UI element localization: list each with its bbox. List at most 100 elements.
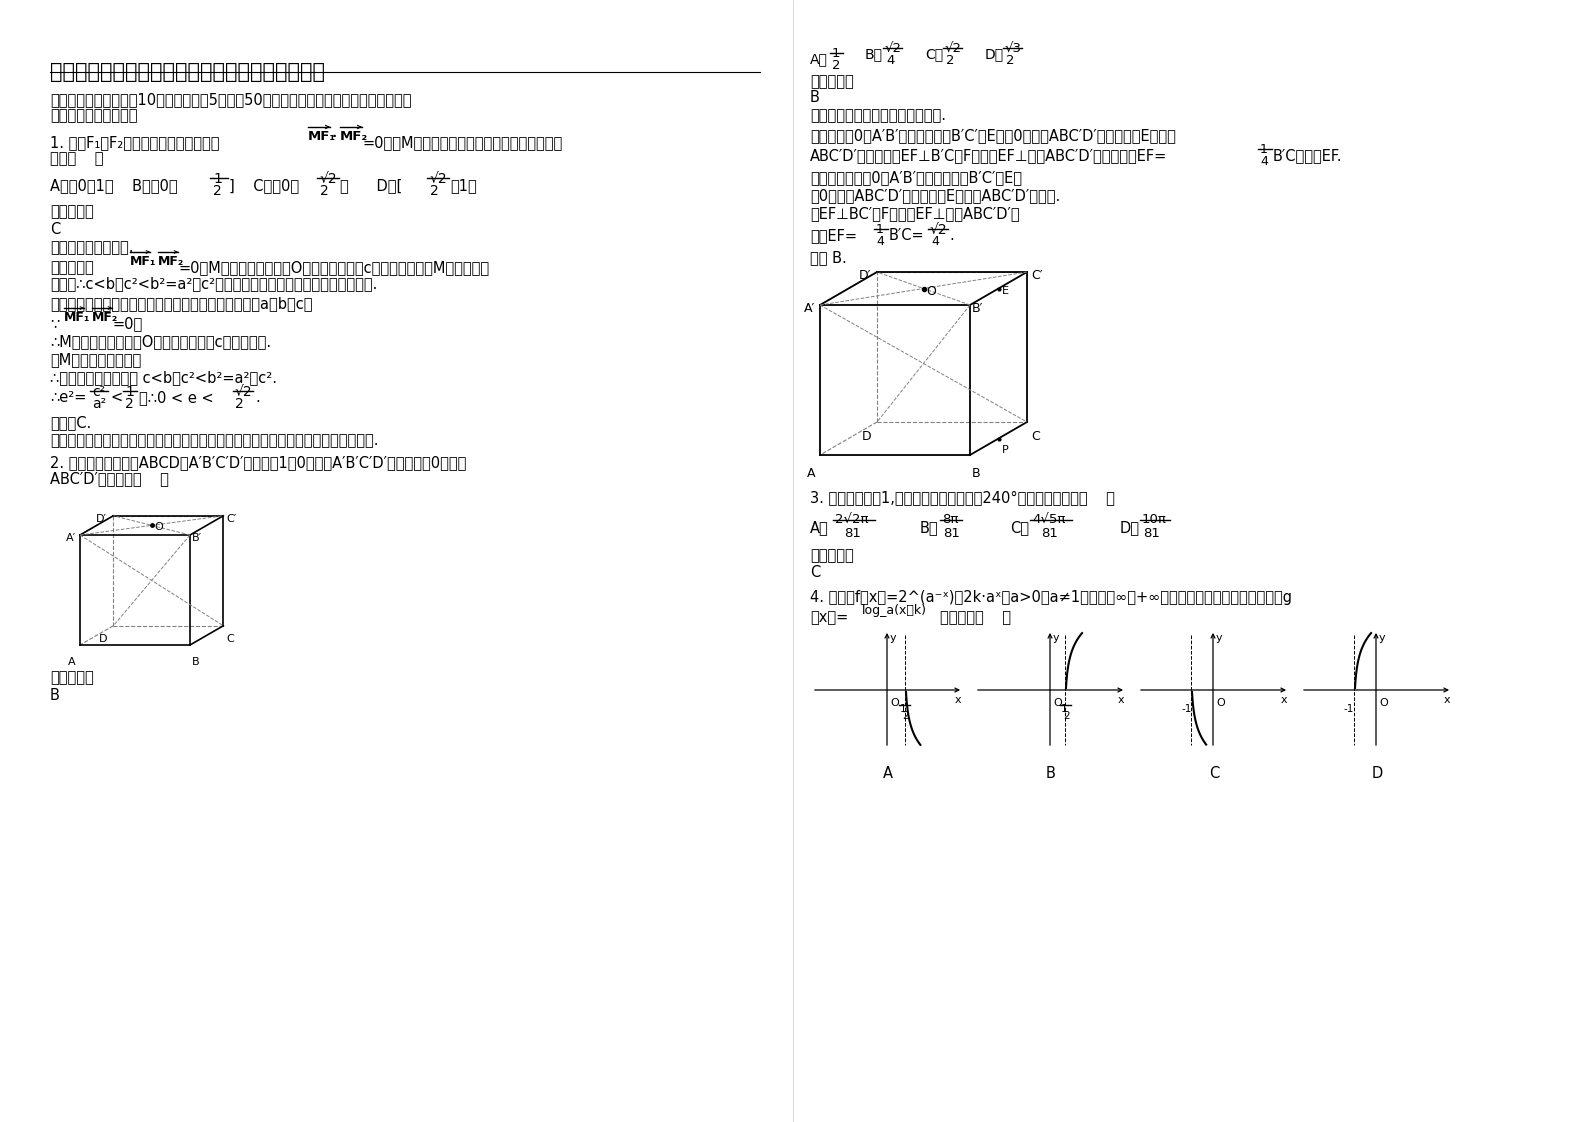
Text: MF₁: MF₁ — [63, 311, 90, 324]
Text: C: C — [1209, 766, 1219, 781]
Text: ·: · — [151, 255, 156, 268]
Text: =0，: =0， — [113, 316, 143, 331]
Text: D: D — [1373, 766, 1384, 781]
Text: 的图像是（    ）: 的图像是（ ） — [940, 610, 1011, 625]
Text: ∴e²=: ∴e²= — [51, 390, 86, 405]
Text: D′: D′ — [97, 514, 108, 524]
Text: 内部，∴c<b，c²<b²=a²－c²。由此能够推导出椭圆离心率的取值范围.: 内部，∴c<b，c²<b²=a²－c²。由此能够推导出椭圆离心率的取值范围. — [51, 276, 378, 291]
Text: B′C=: B′C= — [889, 228, 925, 243]
Text: 参考答案：: 参考答案： — [51, 670, 94, 686]
Text: 1: 1 — [876, 223, 884, 236]
Text: ABC′D′的距离是（    ）: ABC′D′的距离是（ ） — [51, 471, 168, 486]
Text: C: C — [809, 565, 820, 580]
Text: 1: 1 — [900, 703, 906, 714]
Text: MF₂: MF₂ — [159, 255, 184, 268]
Text: MF₁: MF₁ — [130, 255, 157, 268]
Text: C: C — [227, 634, 235, 644]
Text: 参考答案：: 参考答案： — [51, 204, 94, 219]
Text: 2: 2 — [213, 184, 222, 197]
Text: 故选 B.: 故选 B. — [809, 250, 847, 265]
Text: 2√2π: 2√2π — [835, 513, 868, 526]
Text: 8π: 8π — [943, 513, 959, 526]
Text: a²: a² — [92, 397, 106, 411]
Text: 1: 1 — [1062, 703, 1068, 714]
Text: 81: 81 — [1143, 527, 1160, 540]
Text: A．（0，1）    B．（0，: A．（0，1） B．（0， — [51, 178, 178, 193]
Text: 【分析】由: 【分析】由 — [51, 260, 94, 275]
Text: √2: √2 — [321, 172, 338, 186]
Text: √2: √2 — [886, 42, 901, 55]
Text: B．: B． — [865, 47, 882, 61]
Text: 4: 4 — [886, 54, 895, 67]
Text: 81: 81 — [844, 527, 860, 540]
Text: =0知M点的轨迹是以原点O为圆心，半焦距c为半径的圆。又M点总在椭圆: =0知M点的轨迹是以原点O为圆心，半焦距c为半径的圆。又M点总在椭圆 — [179, 260, 490, 275]
Text: B: B — [1046, 766, 1055, 781]
Text: C: C — [1032, 430, 1039, 443]
Text: -1: -1 — [1344, 703, 1354, 714]
Text: y: y — [1054, 633, 1060, 643]
Text: O: O — [1216, 698, 1225, 708]
Text: y: y — [1216, 633, 1222, 643]
Text: A: A — [68, 657, 76, 666]
Text: 围是（    ）: 围是（ ） — [51, 151, 103, 166]
Text: 2: 2 — [321, 184, 329, 197]
Text: <: < — [110, 390, 122, 405]
Text: 【考点】点、线、面间的距离计算.: 【考点】点、线、面间的距离计算. — [809, 108, 946, 123]
Text: C．: C． — [925, 47, 943, 61]
Text: c²: c² — [92, 385, 105, 399]
Text: ·: · — [86, 311, 89, 324]
Text: 一、选择题：本大题共10小题，每小题5分，共50分。在每小题给出的四个选项中，只有: 一、选择题：本大题共10小题，每小题5分，共50分。在每小题给出的四个选项中，只… — [51, 92, 411, 107]
Text: 2: 2 — [901, 711, 909, 721]
Text: D．: D． — [986, 47, 1005, 61]
Text: B: B — [51, 688, 60, 703]
Text: 4: 4 — [1260, 155, 1268, 168]
Text: C′: C′ — [1032, 269, 1043, 282]
Text: 作EF⊥BC′于F，可得EF⊥平面ABC′D′，: 作EF⊥BC′于F，可得EF⊥平面ABC′D′， — [809, 206, 1019, 221]
Text: MF₁: MF₁ — [308, 130, 336, 142]
Text: B: B — [809, 90, 820, 105]
Text: ∵: ∵ — [51, 316, 59, 331]
Text: .: . — [256, 390, 260, 405]
Text: √2: √2 — [430, 172, 448, 186]
Text: ·: · — [332, 130, 336, 142]
Text: D．: D． — [1120, 519, 1139, 535]
Text: log_a(x－k): log_a(x－k) — [862, 604, 927, 617]
Text: （x）=: （x）= — [809, 610, 847, 625]
Text: ∴M点的轨迹是以原点O为圆心，半焦距c为半径的圆.: ∴M点的轨迹是以原点O为圆心，半焦距c为半径的圆. — [51, 334, 271, 349]
Text: 81: 81 — [1041, 527, 1059, 540]
Text: C: C — [51, 222, 60, 237]
Text: D′: D′ — [859, 269, 871, 282]
Text: B′C，求得EF.: B′C，求得EF. — [1273, 148, 1343, 163]
Text: =0的点M总在椭圆内部，则椭圆离心率的取值范: =0的点M总在椭圆内部，则椭圆离心率的取值范 — [363, 135, 563, 150]
Text: 【解答】解：过0作A′B′的平行线，交B′C′于E，: 【解答】解：过0作A′B′的平行线，交B′C′于E， — [809, 171, 1022, 185]
Text: D: D — [862, 430, 871, 443]
Text: 2: 2 — [125, 397, 133, 411]
Text: 2: 2 — [235, 397, 244, 411]
Text: -1: -1 — [1181, 703, 1192, 714]
Text: O: O — [1379, 698, 1387, 708]
Text: 3. 圆锥母线长为1,侧面展开图的圆心角为240°，则圆锥体积为（    ）: 3. 圆锥母线长为1,侧面展开图的圆心角为240°，则圆锥体积为（ ） — [809, 490, 1116, 505]
Text: MF₂: MF₂ — [340, 130, 368, 142]
Text: x: x — [1281, 695, 1287, 705]
Text: C′: C′ — [227, 514, 236, 524]
Text: ABC′D′的距离。作EF⊥B′C于F，可得EF⊥平面ABC′D′，进而根据EF=: ABC′D′的距离。作EF⊥B′C于F，可得EF⊥平面ABC′D′，进而根据EF… — [809, 148, 1168, 163]
Text: 2: 2 — [1063, 711, 1070, 721]
Text: A．: A． — [809, 519, 828, 535]
Text: 10π: 10π — [1143, 513, 1166, 526]
Text: B: B — [971, 467, 981, 480]
Text: 4. 设函数f（x）=2^(a⁻ˣ)－2k·aˣ（a>0且a≠1）在（－∞，+∞）上既是奇函数又是减函数，则g: 4. 设函数f（x）=2^(a⁻ˣ)－2k·aˣ（a>0且a≠1）在（－∞，+∞… — [809, 590, 1292, 605]
Text: 4: 4 — [932, 234, 940, 248]
Text: 参考答案：: 参考答案： — [809, 548, 854, 563]
Text: A: A — [882, 766, 893, 781]
Text: O: O — [890, 698, 898, 708]
Text: √3: √3 — [1005, 42, 1022, 55]
Text: 2: 2 — [430, 184, 438, 197]
Text: B′: B′ — [192, 533, 202, 543]
Text: 1: 1 — [1260, 142, 1268, 156]
Text: B′: B′ — [971, 302, 984, 315]
Text: A: A — [808, 467, 816, 480]
Text: 故选：C.: 故选：C. — [51, 415, 90, 430]
Text: 则0到平面ABC′D′的距离即为E到平面ABC′D′的距离.: 则0到平面ABC′D′的距离即为E到平面ABC′D′的距离. — [809, 188, 1060, 203]
Text: O: O — [1054, 698, 1062, 708]
Text: 1. 已知F₁、F₂是椭圆的两个焦点，满足: 1. 已知F₁、F₂是椭圆的两个焦点，满足 — [51, 135, 219, 150]
